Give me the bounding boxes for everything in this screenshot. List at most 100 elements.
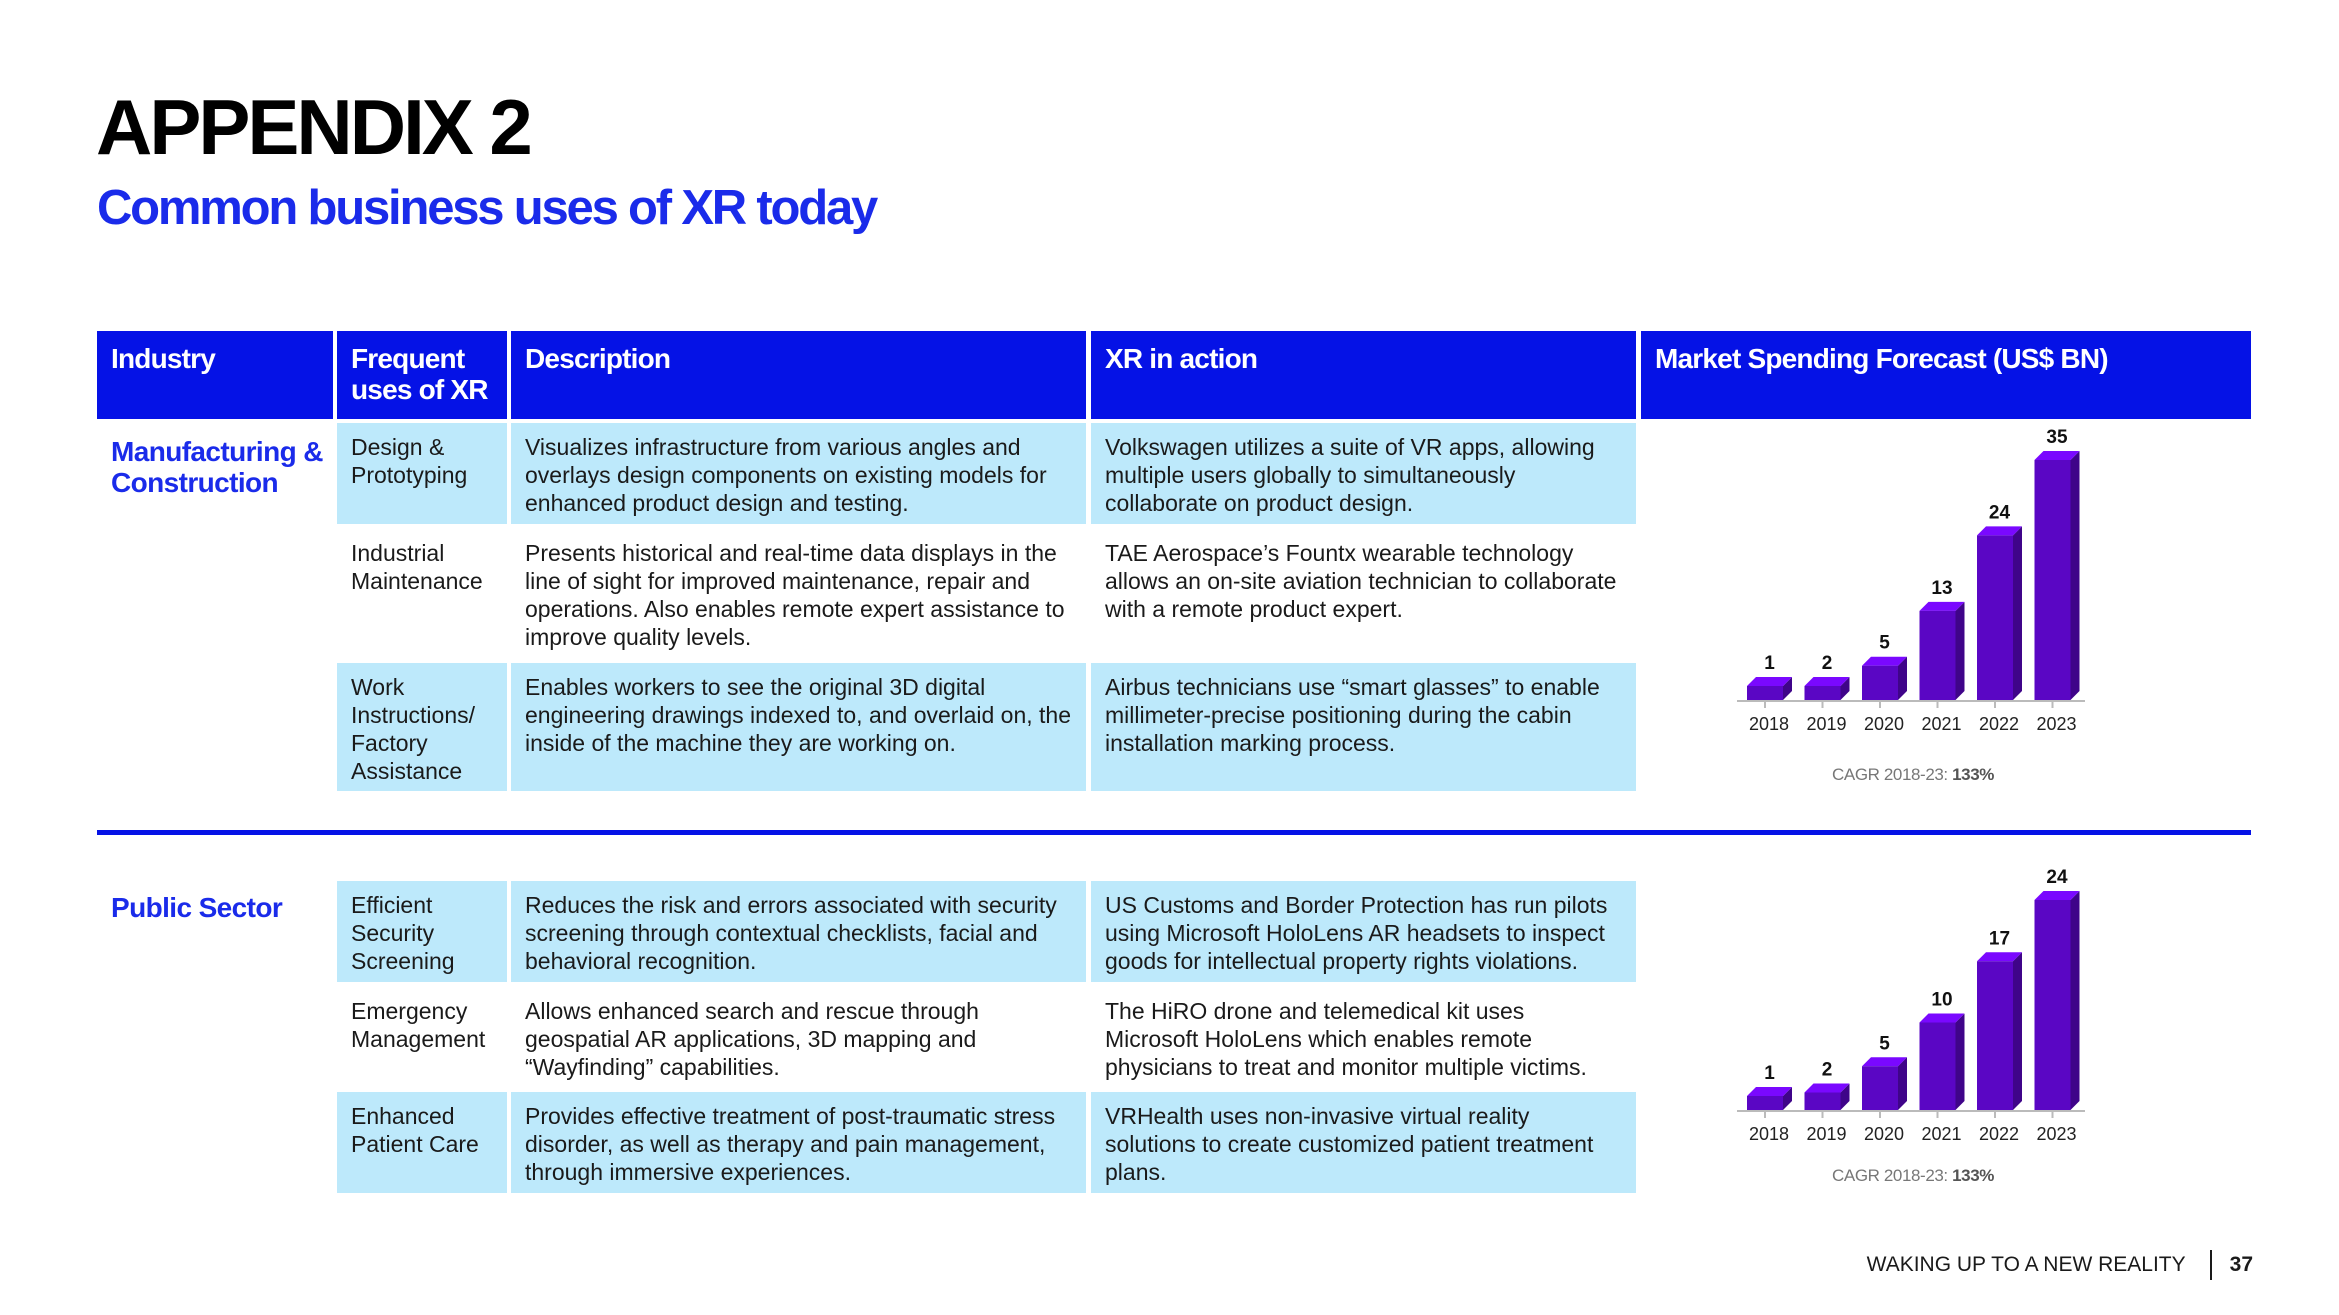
- action-cell: Volkswagen utilizes a suite of VR apps, …: [1091, 423, 1636, 524]
- bar-top: [1747, 1087, 1792, 1096]
- industry-manufacturing: Manufacturing & Construction: [111, 436, 323, 498]
- forecast-chart-svg: 1 2018 2 2019 5 2020 13 2021 24 2022 35 2023: [1737, 427, 2085, 734]
- bar-side: [1955, 1013, 1965, 1110]
- tick-label: 2020: [1864, 714, 1904, 734]
- bar-top: [1804, 1083, 1850, 1093]
- bar: [1919, 610, 1956, 700]
- bar-top: [2034, 891, 2080, 900]
- description-cell: Presents historical and real-time data d…: [525, 540, 1065, 650]
- header-description: Description: [511, 331, 1086, 419]
- tick-label: 2020: [1864, 1124, 1904, 1144]
- bar-side: [2070, 891, 2080, 1110]
- bar: [1804, 686, 1841, 700]
- use-cell: Industrial Maintenance: [351, 540, 483, 594]
- description-cell: Allows enhanced search and rescue throug…: [525, 998, 979, 1080]
- header-market-forecast: Market Spending Forecast (US$ BN): [1641, 331, 2251, 419]
- footer-separator: [2209, 1250, 2212, 1280]
- bar: [2034, 900, 2071, 1110]
- cagr-value: 133%: [1952, 1166, 1994, 1185]
- page-title: APPENDIX 2: [96, 83, 533, 171]
- action-cell: US Customs and Border Protection has run…: [1091, 881, 1636, 982]
- data-label: 10: [1931, 990, 1952, 1011]
- description-cell: Visualizes infrastructure from various a…: [511, 423, 1086, 524]
- bar: [1747, 1096, 1783, 1110]
- data-label: 1: [1764, 1063, 1775, 1084]
- bar-top: [1919, 1013, 1965, 1023]
- bar-side: [2070, 451, 2080, 700]
- header-industry: Industry: [97, 331, 333, 419]
- use-cell: Design & Prototyping: [337, 423, 507, 524]
- data-label: 1: [1764, 653, 1775, 674]
- bar: [1977, 961, 2013, 1110]
- data-label: 2: [1822, 1060, 1833, 1081]
- data-label: 2: [1822, 653, 1833, 674]
- bar-top: [1919, 601, 1965, 611]
- tick-label: 2023: [2036, 714, 2076, 734]
- data-label: 35: [2046, 427, 2068, 448]
- bar-side: [1898, 1057, 1907, 1110]
- bar: [2034, 460, 2071, 700]
- bar-top: [1747, 677, 1792, 686]
- page-number: 37: [2229, 1253, 2253, 1276]
- bar-side: [1783, 677, 1792, 700]
- bar-top: [1977, 952, 2022, 962]
- bar-top: [1862, 1057, 1907, 1067]
- bar: [1919, 1022, 1956, 1110]
- bar-side: [1840, 1083, 1850, 1110]
- tick-label: 2021: [1921, 714, 1961, 734]
- cagr-note: CAGR 2018-23: 133%: [1733, 1166, 2093, 1186]
- tick-label: 2022: [1979, 714, 2019, 734]
- tick-label: 2019: [1806, 1124, 1846, 1144]
- forecast-chart-manufacturing: 1 2018 2 2019 5 2020 13 2021 24 2022 35 2023: [1733, 427, 2093, 740]
- industry-public-sector: Public Sector: [111, 892, 283, 923]
- data-label: 24: [2046, 867, 2068, 888]
- bar-side: [1840, 677, 1850, 700]
- bar-top: [1977, 526, 2022, 536]
- description-cell: Enables workers to see the original 3D d…: [511, 663, 1086, 791]
- description-cell: Reduces the risk and errors associated w…: [511, 881, 1086, 982]
- tick-label: 2018: [1749, 714, 1789, 734]
- use-cell: Emergency Management: [351, 998, 486, 1052]
- data-label: 24: [1989, 502, 2011, 523]
- bar-side: [2013, 526, 2022, 700]
- action-cell: The HiRO drone and telemedical kit uses …: [1105, 998, 1587, 1080]
- use-cell: Enhanced Patient Care: [337, 1092, 507, 1193]
- data-label: 5: [1879, 633, 1890, 654]
- forecast-chart-public-sector: 1 2018 2 2019 5 2020 10 2021 17 2022 24 2023: [1733, 860, 2093, 1144]
- bar-side: [1898, 656, 1907, 700]
- bar-top: [2034, 451, 2080, 460]
- cagr-note: CAGR 2018-23: 133%: [1733, 765, 2093, 785]
- tick-label: 2019: [1806, 714, 1846, 734]
- action-cell: TAE Aerospace’s Fountx wearable technolo…: [1105, 540, 1617, 622]
- bar-side: [2013, 952, 2022, 1110]
- data-label: 17: [1989, 928, 2010, 949]
- cagr-label: CAGR 2018-23:: [1832, 765, 1948, 784]
- bar-top: [1862, 656, 1907, 666]
- data-label: 13: [1931, 578, 1952, 599]
- bar-side: [1783, 1087, 1792, 1110]
- bar: [1862, 1066, 1898, 1110]
- header-frequent-uses: Frequent uses of XR: [337, 331, 507, 419]
- tick-label: 2022: [1979, 1124, 2019, 1144]
- tick-label: 2023: [2036, 1124, 2076, 1144]
- footer-text: WAKING UP TO A NEW REALITY: [1866, 1253, 2186, 1276]
- header-xr-in-action: XR in action: [1091, 331, 1636, 419]
- forecast-chart-svg: 1 2018 2 2019 5 2020 10 2021 17 2022 24 2023: [1737, 867, 2085, 1144]
- tick-label: 2018: [1749, 1124, 1789, 1144]
- data-label: 5: [1879, 1033, 1890, 1054]
- action-cell: Airbus technicians use “smart glasses” t…: [1091, 663, 1636, 791]
- footer: WAKING UP TO A NEW REALITY 37: [1867, 1250, 2253, 1280]
- section-divider: [97, 830, 2251, 835]
- action-cell: VRHealth uses non-invasive virtual reali…: [1091, 1092, 1636, 1193]
- bar-top: [1804, 677, 1850, 686]
- bar: [1977, 535, 2013, 700]
- cagr-value: 133%: [1952, 765, 1994, 784]
- bar: [1862, 665, 1898, 700]
- bar-side: [1955, 601, 1965, 700]
- use-cell: Efficient Security Screening: [337, 881, 507, 982]
- bar: [1747, 686, 1783, 700]
- cagr-label: CAGR 2018-23:: [1832, 1166, 1948, 1185]
- page-subtitle: Common business uses of XR today: [97, 181, 878, 235]
- bar: [1804, 1092, 1841, 1110]
- tick-label: 2021: [1921, 1124, 1961, 1144]
